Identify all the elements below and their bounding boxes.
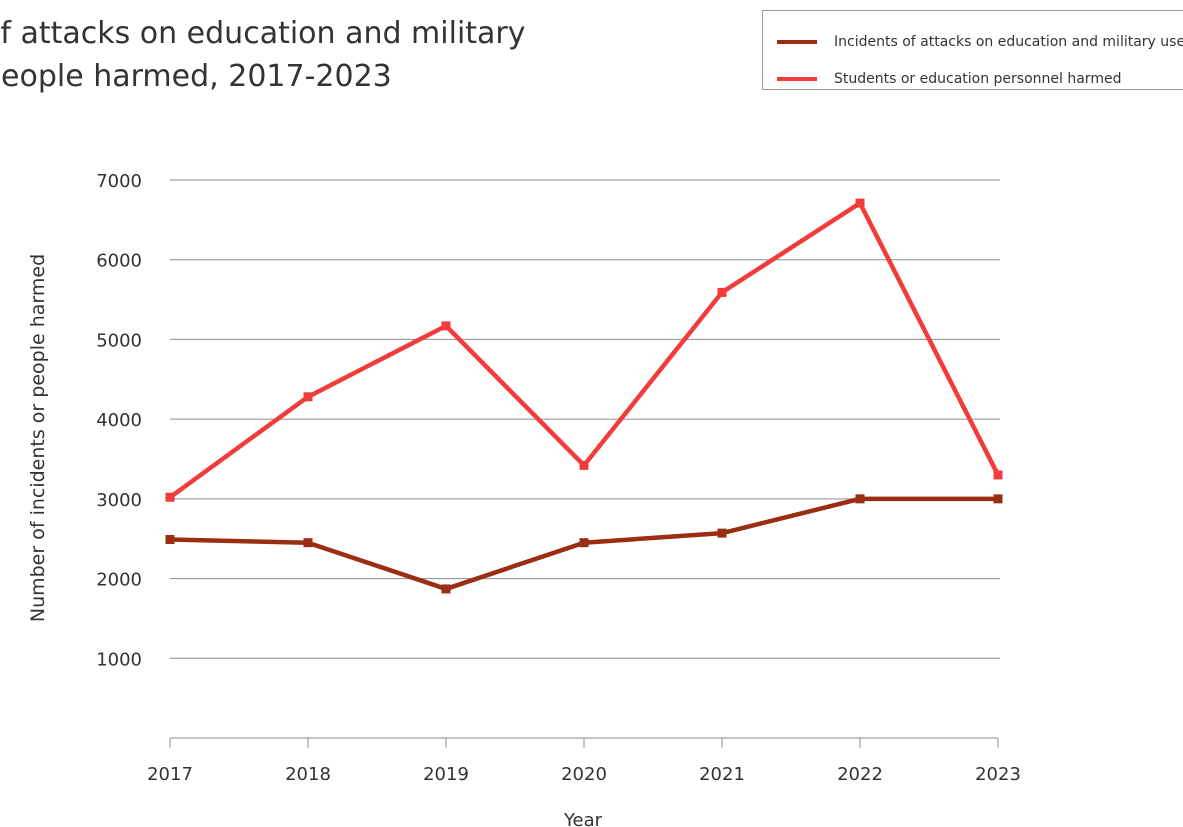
data-point-0-2020[interactable] [579,538,589,548]
x-axis [169,737,999,748]
series-1 [165,198,1003,502]
data-point-1-2020[interactable] [579,460,589,470]
data-point-0-2017[interactable] [165,535,175,545]
x-tick-label-2023: 2023 [975,764,1021,785]
data-point-0-2018[interactable] [303,538,313,548]
legend-swatch-harmed [777,77,817,81]
y-axis-title: Number of incidents or people harmed [27,254,49,622]
x-tick-label-2019: 2019 [423,764,469,785]
data-point-0-2022[interactable] [855,494,865,504]
data-point-1-2022[interactable] [855,198,865,208]
y-tick-label-2000: 2000 [96,570,142,591]
x-axis-tick-labels: 2017 2018 2019 2020 2021 2022 2023 [147,764,1021,785]
legend-item-incidents[interactable]: Incidents of attacks on education and mi… [777,32,1183,52]
x-axis-title: Year [563,810,603,827]
legend-label-harmed: Students or education personnel harmed [834,71,1122,87]
data-point-1-2017[interactable] [165,492,175,502]
series-line-1 [168,200,1001,500]
series-0 [165,494,1003,594]
data-point-1-2018[interactable] [303,392,313,402]
x-tick-label-2021: 2021 [699,764,745,785]
data-point-0-2021[interactable] [717,528,727,538]
y-tick-label-1000: 1000 [96,649,142,670]
legend-item-harmed[interactable]: Students or education personnel harmed [777,69,1121,89]
data-point-1-2019[interactable] [441,321,451,331]
y-tick-label-3000: 3000 [96,490,142,511]
data-point-0-2019[interactable] [441,584,451,594]
legend-swatch-incidents [777,40,817,44]
y-tick-label-6000: 6000 [96,251,142,272]
y-tick-label-4000: 4000 [96,410,142,431]
x-tick-label-2020: 2020 [561,764,607,785]
y-axis-tick-labels: 1000 2000 3000 4000 5000 6000 7000 [96,171,142,670]
chart-title: of attacks on education and military peo… [0,12,700,112]
x-tick-label-2022: 2022 [837,764,883,785]
legend-label-incidents: Incidents of attacks on education and mi… [834,34,1183,50]
y-tick-label-5000: 5000 [96,330,142,351]
data-point-1-2021[interactable] [717,287,727,297]
data-point-0-2023[interactable] [993,494,1003,504]
data-point-1-2023[interactable] [993,470,1003,480]
x-tick-label-2018: 2018 [285,764,331,785]
y-tick-label-7000: 7000 [96,171,142,192]
x-tick-label-2017: 2017 [147,764,193,785]
series-lines [165,198,1003,594]
gridlines [170,179,1000,659]
legend: Incidents of attacks on education and mi… [762,10,1183,90]
chart-title-text: of attacks on education and military peo… [0,16,526,94]
